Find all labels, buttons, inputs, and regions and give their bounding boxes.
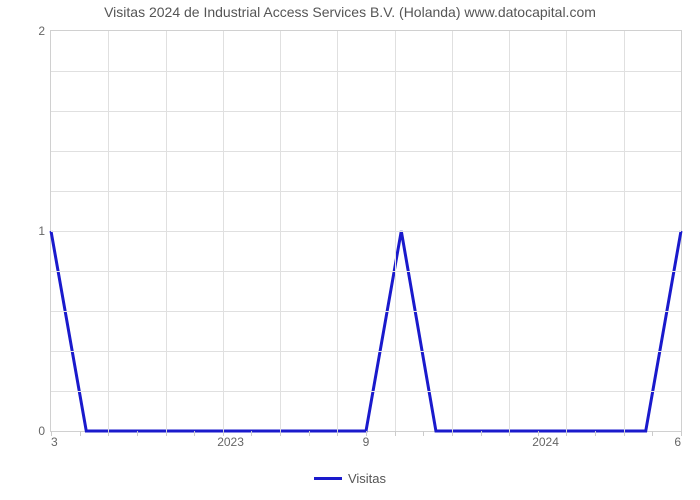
x-minor-tick bbox=[108, 431, 109, 436]
legend-label: Visitas bbox=[348, 471, 386, 486]
x-minor-tick bbox=[452, 431, 453, 436]
x-minor-tick bbox=[481, 431, 482, 436]
plot-area: 01239620232024 bbox=[50, 30, 682, 432]
gridline-horizontal bbox=[51, 231, 681, 232]
gridline-horizontal bbox=[51, 311, 681, 312]
gridline-horizontal bbox=[51, 151, 681, 152]
y-tick-label: 2 bbox=[38, 24, 45, 38]
gridline-horizontal bbox=[51, 111, 681, 112]
x-minor-tick bbox=[595, 431, 596, 436]
gridline-horizontal bbox=[51, 191, 681, 192]
chart-legend: Visitas bbox=[0, 470, 700, 486]
visits-line-chart: Visitas 2024 de Industrial Access Servic… bbox=[0, 0, 700, 500]
x-minor-tick bbox=[423, 431, 424, 436]
x-tick-label: 3 bbox=[51, 435, 58, 449]
x-minor-tick bbox=[566, 431, 567, 436]
x-minor-tick bbox=[337, 431, 338, 436]
gridline-horizontal bbox=[51, 271, 681, 272]
x-minor-tick bbox=[280, 431, 281, 436]
x-minor-tick bbox=[80, 431, 81, 436]
chart-title: Visitas 2024 de Industrial Access Servic… bbox=[0, 4, 700, 20]
legend-swatch bbox=[314, 477, 342, 480]
gridline-horizontal bbox=[51, 391, 681, 392]
x-tick-label: 6 bbox=[674, 435, 681, 449]
x-minor-tick bbox=[309, 431, 310, 436]
x-minor-tick bbox=[395, 431, 396, 436]
x-minor-tick bbox=[137, 431, 138, 436]
gridline-horizontal bbox=[51, 351, 681, 352]
x-tick-label: 2023 bbox=[217, 435, 244, 449]
gridline-horizontal bbox=[51, 71, 681, 72]
x-tick-label: 2024 bbox=[532, 435, 559, 449]
x-minor-tick bbox=[509, 431, 510, 436]
y-tick-label: 0 bbox=[38, 424, 45, 438]
x-minor-tick bbox=[251, 431, 252, 436]
x-tick-label: 9 bbox=[363, 435, 370, 449]
x-minor-tick bbox=[194, 431, 195, 436]
y-tick-label: 1 bbox=[38, 224, 45, 238]
x-minor-tick bbox=[681, 431, 682, 436]
x-minor-tick bbox=[624, 431, 625, 436]
x-minor-tick bbox=[166, 431, 167, 436]
x-minor-tick bbox=[652, 431, 653, 436]
